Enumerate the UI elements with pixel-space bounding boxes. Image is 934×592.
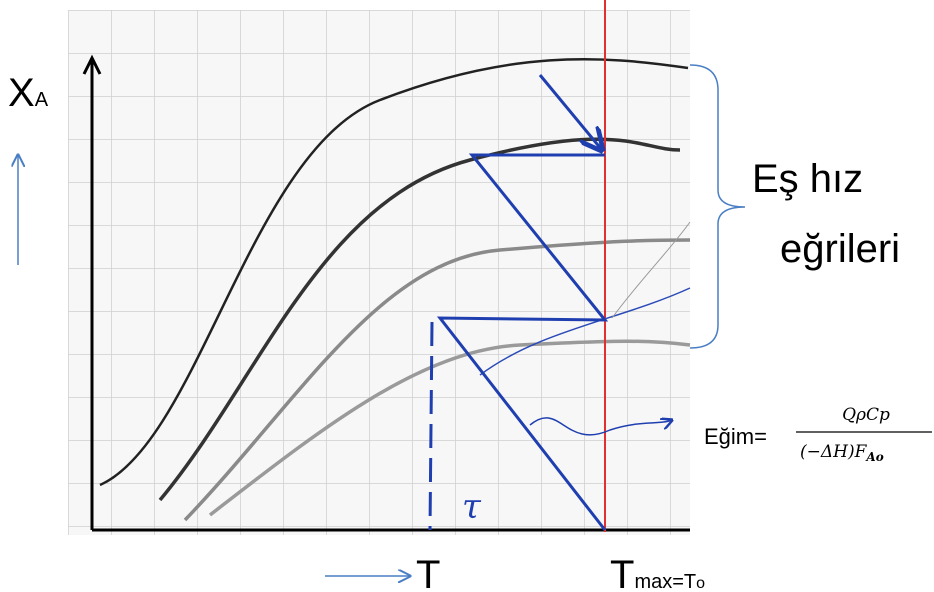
y-label-main: X — [8, 71, 35, 115]
denominator-main: (−ΔH)F — [800, 442, 868, 462]
slope-label: Eğim= — [704, 424, 767, 449]
y-label-sub: A — [35, 89, 49, 111]
x-axis-label: T — [416, 553, 440, 592]
grid — [68, 10, 690, 535]
tmax-eq: =T — [672, 571, 696, 592]
curves-label: eğrileri — [780, 227, 900, 271]
tmax-sub: max — [634, 571, 672, 592]
tmax-sub2: o — [696, 575, 705, 592]
tmax-label: Tmax=To — [610, 553, 705, 592]
tmax-main: T — [610, 553, 634, 592]
tau-label: τ — [462, 487, 482, 527]
slope-denominator: (−ΔH)FAo — [800, 442, 884, 464]
page: {"y_axis": {"label": "X", "subscript": "… — [0, 0, 934, 592]
slope-numerator: QρCp — [842, 405, 890, 425]
brace — [690, 65, 745, 348]
denominator-sub: Ao — [865, 450, 883, 464]
curves-label: Eş hız — [752, 157, 863, 201]
diagram: τ Eş hız eğrileri Eğim= QρCp (−ΔH)FAo XA… — [0, 0, 934, 592]
y-axis-label: XA — [8, 71, 49, 115]
